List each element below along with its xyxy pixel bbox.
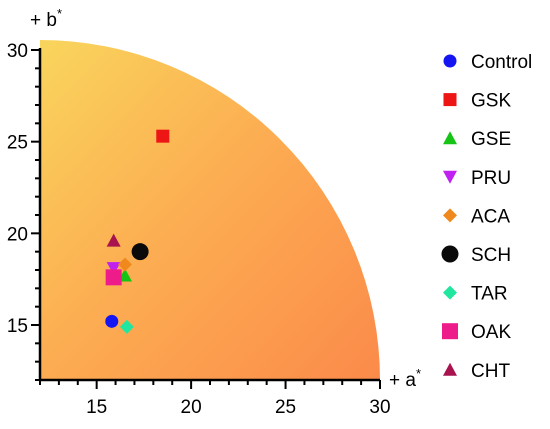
y-tick-label: 20 (7, 224, 28, 245)
quarter-circle-color-space (40, 40, 380, 380)
legend-marker-gse (443, 131, 457, 145)
legend-label-aca: ACA (471, 206, 510, 227)
legend-marker-oak (442, 323, 458, 340)
legend-marker-pru (443, 170, 457, 184)
legend-marker-sch (441, 245, 459, 263)
x-tick-label: 15 (86, 397, 107, 418)
data-points (105, 129, 170, 334)
y-tick-label: 15 (7, 316, 28, 337)
y-tick-label: 30 (7, 41, 28, 62)
x-tick-label: 25 (275, 397, 296, 418)
legend-label-pru: PRU (471, 168, 511, 189)
legend-label-control: Control (471, 52, 532, 73)
legend-label-gse: GSE (471, 129, 511, 150)
legend-marker-cht (443, 362, 457, 376)
point-gsk (156, 129, 170, 143)
x-tick-label: 20 (181, 397, 202, 418)
legend-label-gsk: GSK (471, 91, 511, 112)
point-pru (106, 262, 121, 276)
point-oak (105, 269, 122, 286)
x-tick-label: 30 (369, 397, 390, 418)
point-tar (119, 319, 134, 334)
legend-marker-tar (443, 285, 457, 300)
legend: Control GSK GSE PRU ACA SCH TAR OAK CHT (441, 52, 532, 382)
legend-label-cht: CHT (471, 361, 510, 382)
legend-marker-control (443, 54, 457, 68)
legend-label-tar: TAR (471, 284, 508, 305)
color-quadrant-background (40, 40, 380, 380)
point-control (105, 314, 119, 328)
legend-label-sch: SCH (471, 245, 511, 266)
legend-label-oak: OAK (471, 322, 511, 343)
point-cht (106, 233, 121, 247)
point-aca (118, 257, 132, 272)
point-sch (131, 243, 149, 261)
y-tick-label: 25 (7, 133, 28, 154)
y-axis-label: + b* (30, 6, 62, 31)
legend-marker-aca (443, 208, 457, 223)
x-axis-label: + a* (389, 366, 421, 391)
legend-marker-gsk (443, 93, 457, 107)
